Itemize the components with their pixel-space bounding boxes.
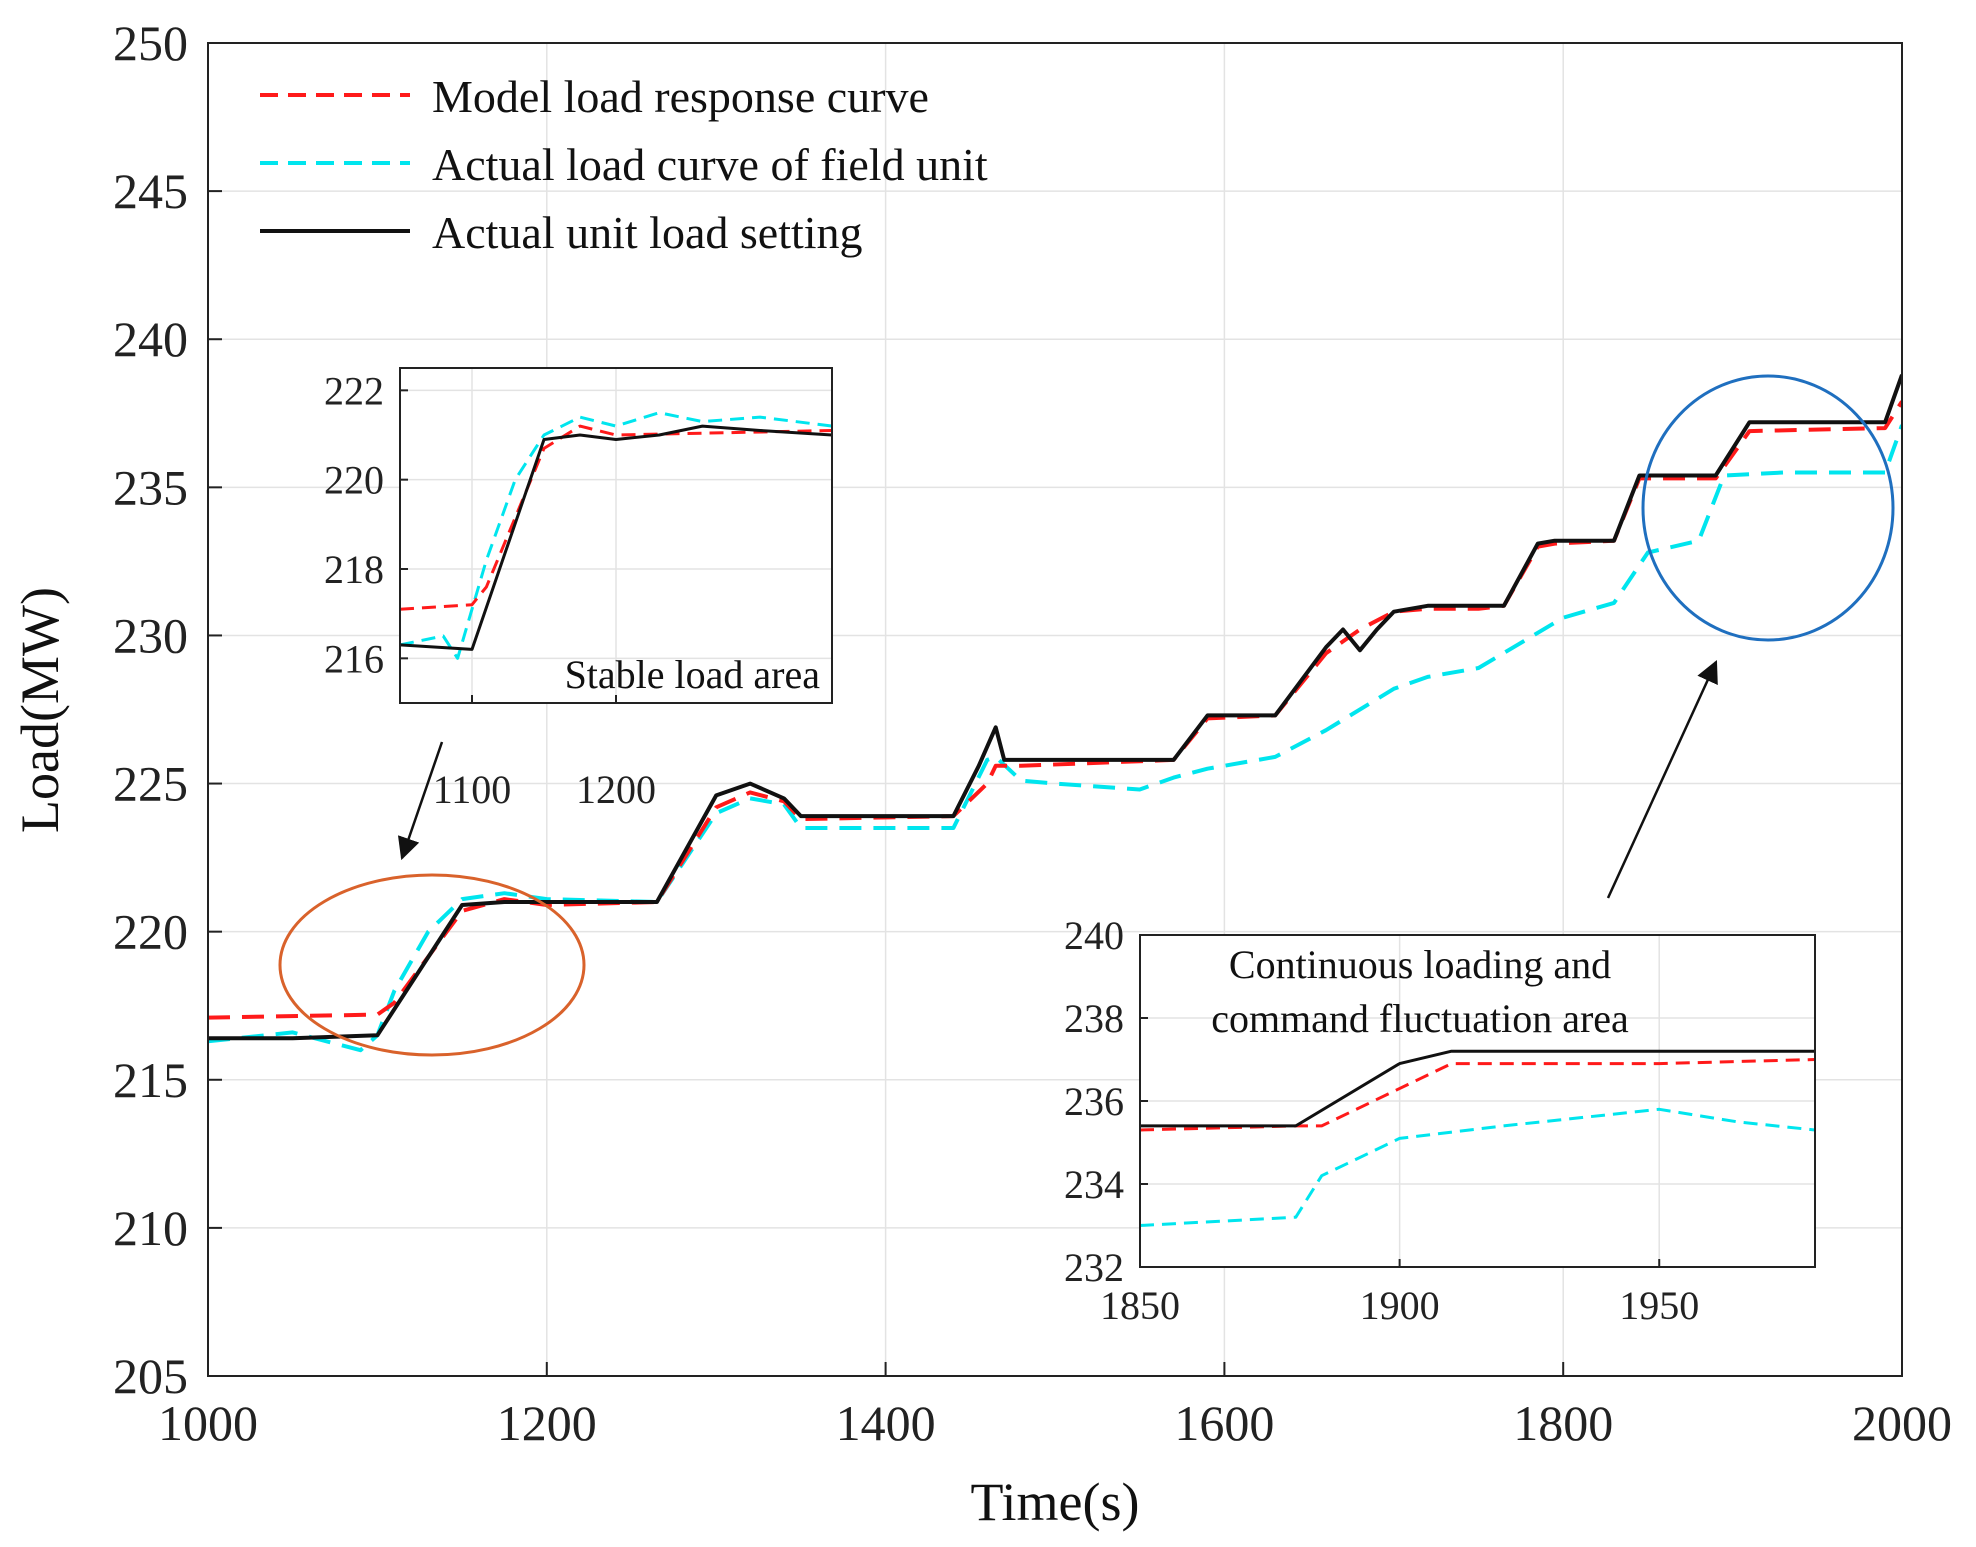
inset2-ticks: 1850 1900 1950 232 234 236 238 240 [1064,913,1699,1328]
main-grid [207,42,1903,1377]
main-series-actual-field [208,424,1902,1053]
main-tick-label-y-245: 245 [113,163,188,219]
main-series [208,374,1902,1053]
inset1-tick-label-x-1100: 1100 [433,767,512,812]
main-series-setting [208,374,1902,1041]
inset1-tick-label-y-216: 216 [324,636,384,681]
main-tick-label-x-1000: 1000 [158,1395,258,1451]
inset2-tick-label-y-232: 232 [1064,1245,1124,1290]
inset2-tick-label-x-1950: 1950 [1619,1283,1699,1328]
main-tick-label-y-250: 250 [113,15,188,71]
stable-area-highlight-ellipse [278,873,586,1057]
main-tick-label-y-215: 215 [113,1052,188,1108]
fluctuation-area-highlight-ellipse [1641,374,1895,642]
main-tick-label-y-220: 220 [113,904,188,960]
inset1-tick-label-x-1200: 1200 [576,767,656,812]
x-axis-label: Time(s) [970,1472,1139,1532]
inset1-series-setting [400,424,832,651]
inset2-annotation-line2: command fluctuation area [1211,996,1629,1041]
y-axis-label: Load(MW) [10,587,70,833]
main-tick-label-x-1600: 1600 [1174,1395,1274,1451]
main-tick-label-x-2000: 2000 [1852,1395,1952,1451]
inset1-tick-label-y-222: 222 [324,368,384,413]
inset1-series-model-response [400,424,832,611]
inset2-series-setting [1140,1049,1815,1128]
main-tick-label-y-235: 235 [113,459,188,515]
inset1-annotation: Stable load area [565,652,821,697]
main-tick-label-x-1200: 1200 [497,1395,597,1451]
main-tick-label-x-1400: 1400 [836,1395,936,1451]
inset2-tick-label-y-234: 234 [1064,1162,1124,1207]
inset2-series [1140,1049,1815,1227]
inset2-series-actual-field [1140,1107,1815,1227]
main-tick-label-y-230: 230 [113,607,188,663]
legend: Model load response curve Actual load cu… [260,71,988,258]
inset1-series-actual-field [400,411,832,660]
main-plot-frame [207,42,1903,1377]
inset2-tick-label-x-1850: 1850 [1100,1283,1180,1328]
inset2-annotation-line1: Continuous loading and [1229,942,1611,987]
inset2-tick-label-y-236: 236 [1064,1079,1124,1124]
legend-label-actual-field: Actual load curve of field unit [432,139,988,190]
main-tick-label-y-205: 205 [113,1348,188,1404]
legend-label-setting: Actual unit load setting [432,207,863,258]
main-tick-label-y-210: 210 [113,1200,188,1256]
inset1-tick-label-y-218: 218 [324,547,384,592]
main-ticks: 1000 1200 1400 1600 1800 2000 205 210 215 220 225 2… [113,15,1952,1451]
inset1-series [400,411,832,660]
stable-area-arrow [397,741,444,861]
inset2-tick-label-y-238: 238 [1064,996,1124,1041]
main-tick-label-y-240: 240 [113,311,188,367]
inset1-ticks: 1100 1200 216 218 220 222 [324,368,656,812]
main-tick-label-x-1800: 1800 [1513,1395,1613,1451]
inset2-tick-label-x-1900: 1900 [1360,1283,1440,1328]
legend-label-model: Model load response curve [432,71,929,122]
inset1-grid [400,368,832,703]
inset1-tick-label-y-220: 220 [324,458,384,503]
fluctuation-area-arrow [1606,659,1718,899]
inset2-tick-label-y-240: 240 [1064,913,1124,958]
main-tick-label-y-225: 225 [113,756,188,812]
